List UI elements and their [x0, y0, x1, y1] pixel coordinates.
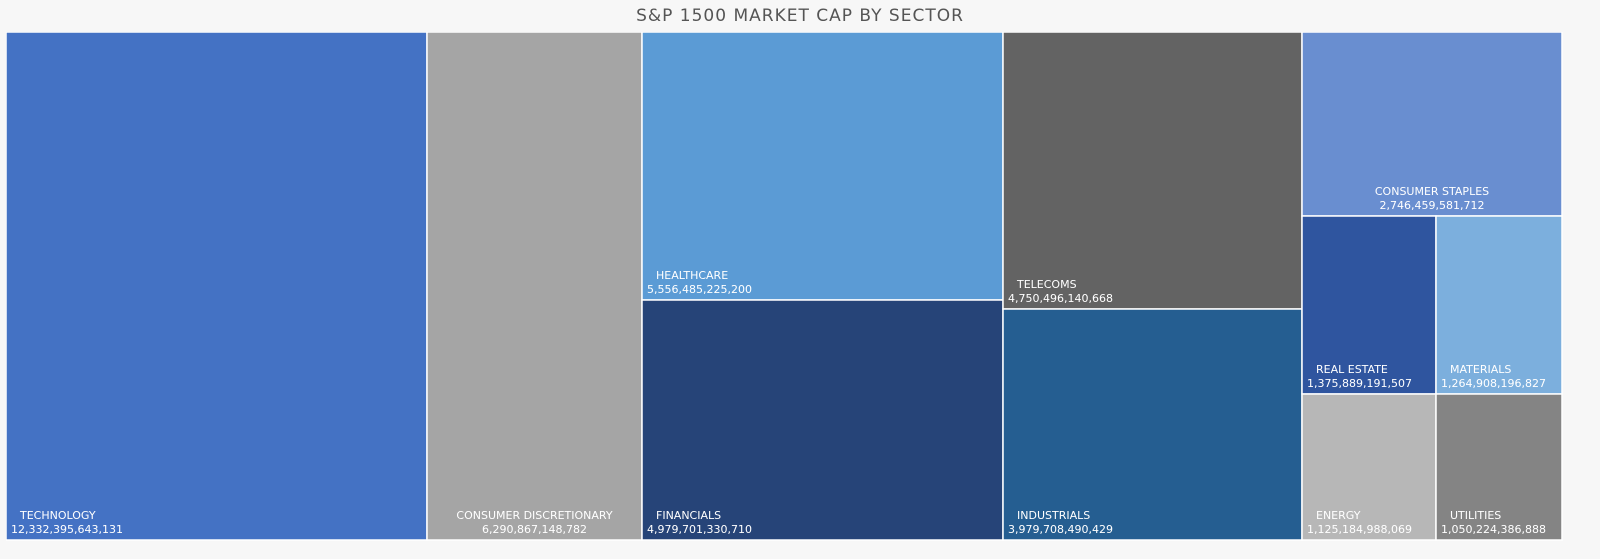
tile-name-energy: ENERGY: [1316, 509, 1361, 522]
tile-rect-utilities: [1435, 393, 1563, 541]
tile-value-technology: 12,332,395,643,131: [11, 523, 123, 536]
tile-value-consumer-staples: 2,746,459,581,712: [1380, 199, 1485, 212]
tile-name-utilities: UTILITIES: [1450, 509, 1501, 522]
tile-value-consumer-discretionary: 6,290,867,148,782: [482, 523, 587, 536]
tile-rect-telecoms: [1002, 32, 1303, 310]
tile-name-healthcare: HEALTHCARE: [656, 269, 728, 282]
tile-value-telecoms: 4,750,496,140,668: [1008, 292, 1113, 305]
tile-name-telecoms: TELECOMS: [1016, 278, 1077, 291]
tile-name-materials: MATERIALS: [1450, 363, 1511, 376]
chart-title: S&P 1500 MARKET CAP BY SECTOR: [636, 6, 964, 26]
tile-rect-industrials: [1002, 308, 1303, 541]
tile-value-healthcare: 5,556,485,225,200: [647, 283, 752, 296]
tile-name-real-estate: REAL ESTATE: [1316, 363, 1388, 376]
tile-rect-consumer-discretionary: [426, 32, 643, 541]
tile-rect-consumer-staples: [1301, 32, 1563, 217]
tile-value-utilities: 1,050,224,386,888: [1441, 523, 1546, 536]
tile-name-technology: TECHNOLOGY: [19, 509, 96, 522]
tile-value-energy: 1,125,184,988,069: [1307, 523, 1412, 536]
tile-rect-financials: [641, 299, 1004, 541]
tile-rect-energy: [1301, 393, 1437, 541]
tile-rect-real-estate: [1301, 215, 1437, 395]
tile-value-financials: 4,979,701,330,710: [647, 523, 752, 536]
tile-value-materials: 1,264,908,196,827: [1441, 377, 1546, 390]
tile-name-financials: FINANCIALS: [656, 509, 721, 522]
tile-rect-technology: [6, 32, 428, 541]
tile-value-industrials: 3,979,708,490,429: [1008, 523, 1113, 536]
tile-value-real-estate: 1,375,889,191,507: [1307, 377, 1412, 390]
tile-name-consumer-staples: CONSUMER STAPLES: [1375, 185, 1489, 198]
tile-rect-healthcare: [641, 32, 1004, 301]
tile-name-consumer-discretionary: CONSUMER DISCRETIONARY: [456, 509, 612, 522]
tile-name-industrials: INDUSTRIALS: [1017, 509, 1090, 522]
